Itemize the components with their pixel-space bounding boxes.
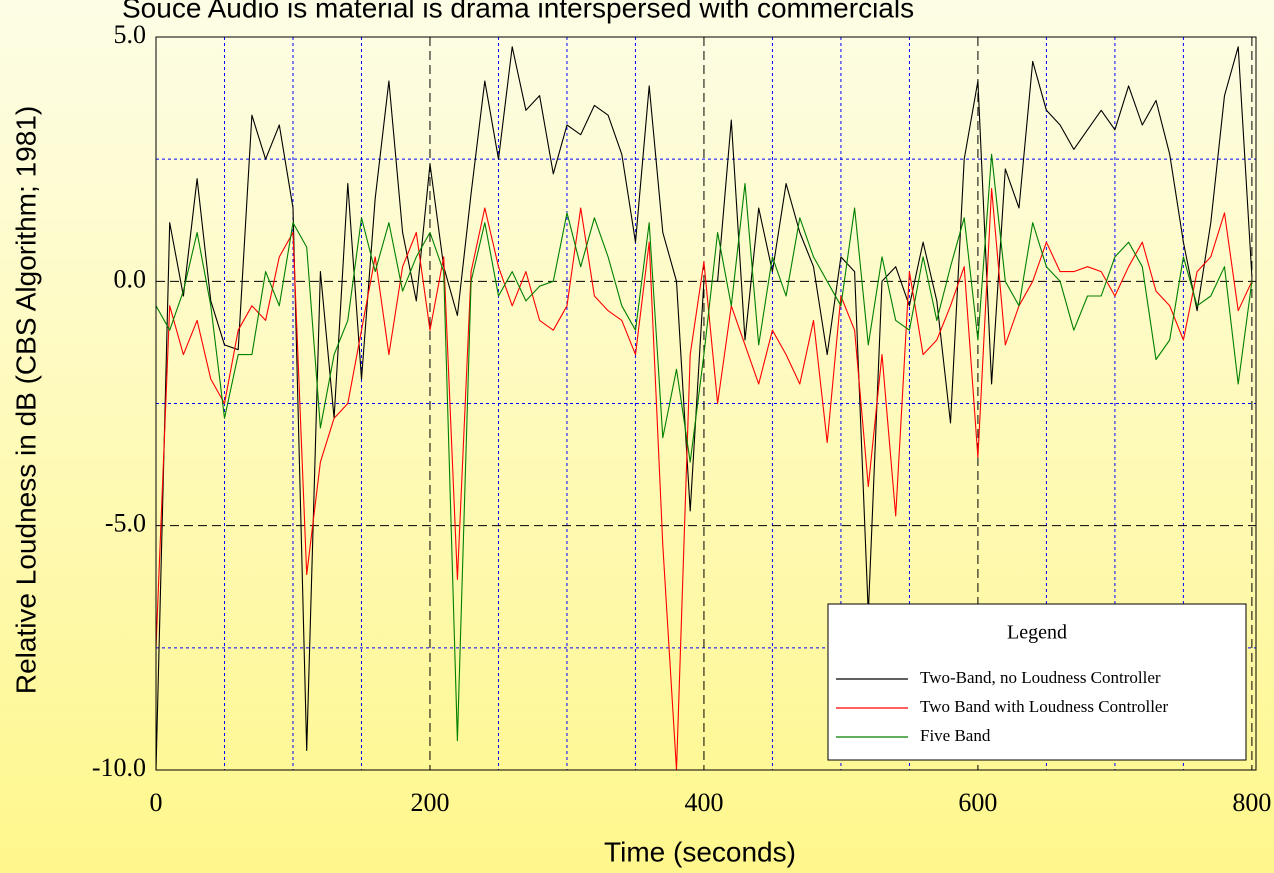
legend-label: Five Band bbox=[920, 726, 991, 745]
legend-box bbox=[827, 603, 1247, 761]
x-tick-label: 600 bbox=[958, 788, 997, 817]
plot-lines bbox=[156, 46, 1253, 770]
legend-label: Two Band with Loudness Controller bbox=[920, 697, 1168, 716]
y-axis-label: Relative Loudness in dB (CBS Algorithm; … bbox=[10, 106, 41, 694]
series-line bbox=[156, 46, 1253, 770]
x-tick-label: 800 bbox=[1232, 788, 1271, 817]
y-tick-label: -5.0 bbox=[105, 509, 146, 538]
y-tick-label: 0.0 bbox=[114, 264, 147, 293]
legend-label: Two-Band, no Loudness Controller bbox=[920, 668, 1161, 687]
series-line bbox=[156, 187, 1253, 770]
plot-frame bbox=[155, 36, 1257, 771]
x-axis-label: Time (seconds) bbox=[604, 836, 796, 867]
y-tick-label: -10.0 bbox=[92, 753, 146, 782]
series-line bbox=[156, 153, 1253, 742]
legend: Legend Two-Band, no Loudness Controller T… bbox=[827, 603, 1247, 761]
y-tick-label: 5.0 bbox=[114, 20, 147, 49]
x-tick-label: 200 bbox=[410, 788, 449, 817]
legend-title: Legend bbox=[1007, 622, 1067, 644]
chart-title: Souce Audio is material is drama intersp… bbox=[122, 0, 914, 23]
x-tick-label: 0 bbox=[150, 788, 163, 817]
x-tick-label: 400 bbox=[684, 788, 723, 817]
